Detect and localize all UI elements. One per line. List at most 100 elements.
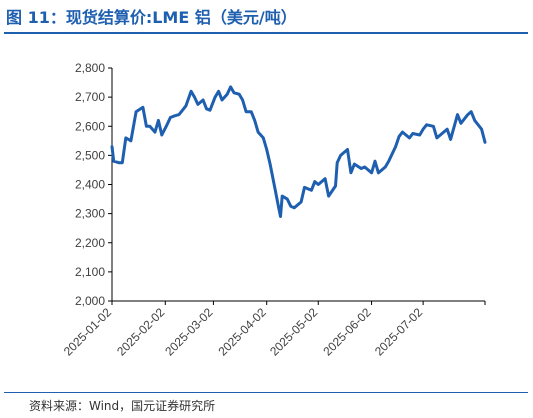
data-point: [473, 119, 476, 122]
data-point: [110, 145, 114, 148]
data-point: [208, 109, 212, 112]
data-point: [408, 136, 411, 140]
data-point: [148, 125, 151, 128]
data-point: [432, 125, 435, 128]
data-point: [275, 197, 279, 201]
title-rule: [4, 32, 528, 34]
figure-title: 图 11：现货结算价:LME 铝（美元/吨）: [6, 8, 297, 27]
data-point: [112, 160, 115, 163]
data-point: [279, 215, 282, 218]
y-tick-label: 2,400: [75, 178, 105, 192]
data-point: [141, 106, 145, 109]
data-point: [181, 109, 184, 112]
data-point: [334, 184, 337, 188]
data-point: [253, 119, 256, 122]
y-tick-label: 2,100: [75, 265, 105, 279]
series-line-lme-aluminium: [110, 85, 487, 218]
data-point: [449, 138, 452, 141]
data-point: [401, 130, 404, 134]
data-point: [289, 205, 292, 208]
data-point: [169, 116, 172, 119]
x-tick-label: 2025-05-02: [267, 305, 321, 359]
data-point: [418, 133, 421, 137]
x-tick-label: 2025-02-02: [114, 305, 168, 359]
data-point: [317, 183, 320, 186]
data-point: [313, 180, 316, 183]
data-point: [456, 113, 459, 116]
data-point: [397, 135, 401, 138]
data-point: [442, 130, 445, 134]
data-point: [157, 119, 160, 122]
data-point: [165, 123, 169, 127]
data-point: [201, 98, 205, 102]
data-point: [189, 90, 193, 93]
data-point: [323, 177, 327, 180]
data-point: [226, 93, 229, 96]
data-point: [124, 136, 128, 140]
x-tick-label: 2025-01-02: [61, 305, 115, 359]
data-point: [346, 148, 349, 151]
data-point: [121, 161, 124, 164]
x-tick-label: 2025-07-02: [372, 305, 426, 359]
data-point: [470, 110, 473, 113]
data-point: [229, 85, 232, 89]
data-point: [370, 171, 373, 174]
data-point: [483, 141, 487, 144]
data-point: [327, 194, 330, 198]
data-point: [129, 139, 133, 142]
data-point: [394, 145, 397, 148]
data-point: [238, 93, 241, 96]
data-point: [256, 130, 260, 134]
data-point: [160, 133, 163, 137]
data-point: [349, 171, 353, 174]
data-point: [250, 110, 253, 113]
data-point: [193, 95, 196, 99]
source-note: 资料来源：Wind，国元证券研究所: [29, 399, 216, 413]
x-tick-label: 2025-04-02: [216, 305, 270, 359]
data-point: [244, 110, 248, 113]
data-point: [373, 160, 377, 163]
data-point: [480, 128, 483, 131]
y-axis: 2,000 2,100 2,200 2,300 2,400 2,500 2,600 2,700…: [75, 61, 113, 308]
data-point: [153, 130, 157, 134]
data-point: [310, 189, 313, 192]
x-tick-label: 2025-03-02: [162, 305, 216, 359]
data-point: [205, 107, 208, 111]
data-point: [268, 162, 272, 166]
data-point: [339, 154, 342, 157]
data-point: [459, 122, 463, 125]
y-tick-label: 2,600: [75, 119, 105, 133]
data-point: [177, 113, 181, 116]
data-point: [435, 136, 439, 140]
data-point: [232, 91, 236, 95]
data-point: [377, 171, 380, 174]
data-point: [466, 113, 469, 116]
data-point: [425, 123, 428, 127]
data-point: [220, 98, 224, 102]
series-layer: [110, 85, 487, 218]
y-tick-label: 2,500: [75, 148, 105, 162]
data-point: [117, 161, 121, 164]
data-point: [213, 95, 217, 99]
data-point: [384, 165, 387, 169]
data-point: [387, 160, 390, 163]
data-point: [411, 132, 414, 135]
data-point: [299, 200, 303, 204]
y-tick-label: 2,800: [75, 61, 105, 75]
data-point: [145, 125, 148, 128]
source-rule: [4, 392, 528, 393]
y-tick-label: 2,300: [75, 207, 105, 221]
data-point: [172, 114, 176, 118]
data-point: [265, 148, 268, 151]
y-tick-label: 2,700: [75, 90, 105, 104]
data-point: [196, 103, 200, 106]
data-point: [336, 161, 339, 164]
data-point: [446, 128, 449, 131]
data-point: [281, 194, 284, 198]
data-point: [241, 98, 244, 102]
data-point: [274, 189, 277, 192]
data-point: [262, 136, 265, 140]
data-point: [217, 90, 220, 93]
